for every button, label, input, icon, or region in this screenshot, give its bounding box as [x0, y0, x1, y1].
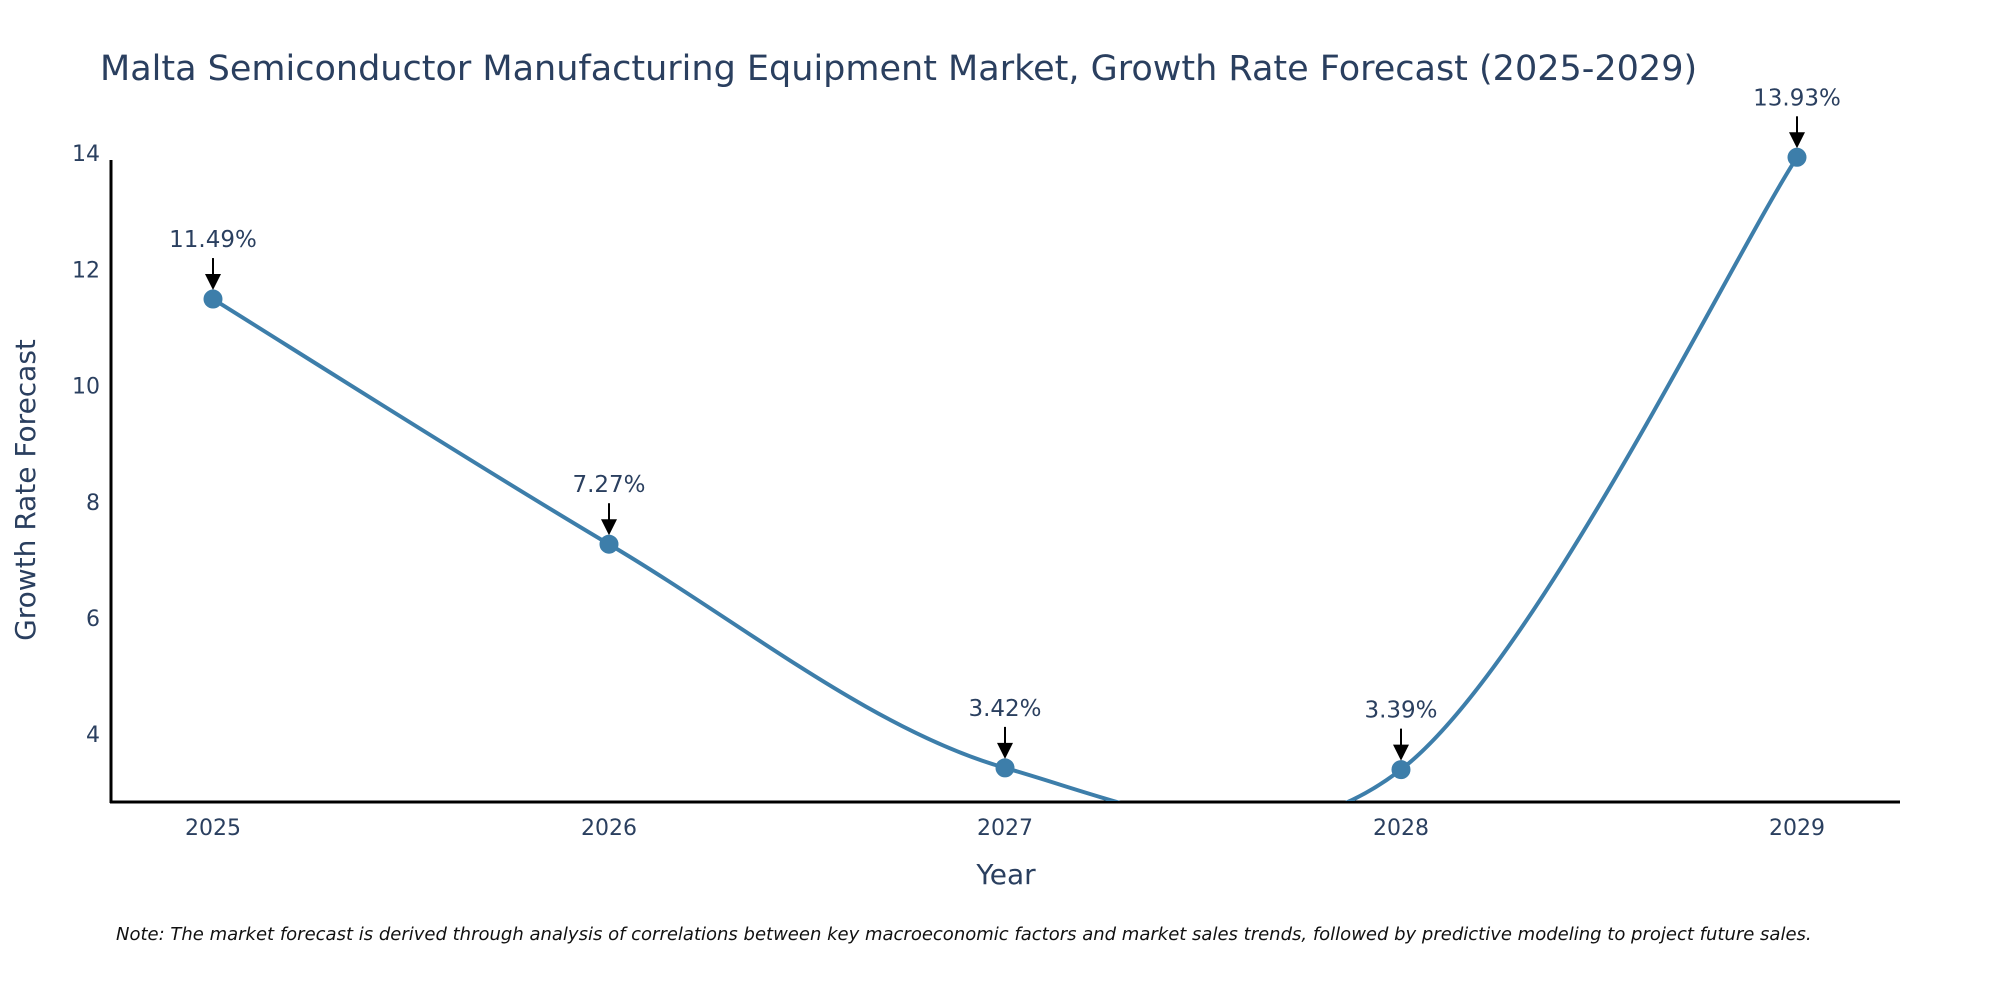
annotation-arrow-head	[1393, 744, 1409, 761]
x-tick-label: 2028	[1373, 816, 1429, 841]
x-tick-label: 2026	[581, 816, 637, 841]
annotation-arrow-head	[997, 742, 1013, 759]
annotation-arrow-head	[205, 274, 221, 291]
annotations-layer: 11.49% 7.27% 3.42% 3.39% 13.93%	[169, 85, 1841, 761]
data-point	[995, 758, 1015, 778]
y-tick-label: 4	[86, 723, 100, 748]
y-axis-title: Growth Rate Forecast	[9, 339, 42, 641]
y-tick-label: 6	[86, 607, 100, 632]
y-tick-label: 12	[72, 258, 100, 283]
annotation-arrow-head	[1789, 132, 1805, 149]
markers-layer	[203, 147, 1807, 780]
x-axis-ticks: 2025 2026 2027 2028 2029	[185, 816, 1825, 841]
y-tick-label: 8	[86, 491, 100, 516]
x-axis-title: Year	[975, 858, 1036, 891]
footnote: Note: The market forecast is derived thr…	[116, 924, 1812, 945]
y-axis-title-group: Growth Rate Forecast	[9, 339, 42, 641]
data-point	[599, 534, 619, 554]
annotation-arrow-head	[601, 519, 617, 536]
chart-title: Malta Semiconductor Manufacturing Equipm…	[100, 49, 1697, 89]
series-line	[211, 155, 1799, 801]
x-tick-label: 2027	[977, 816, 1033, 841]
data-label: 11.49%	[169, 227, 257, 253]
data-label: 7.27%	[572, 472, 645, 498]
data-point	[1391, 760, 1411, 780]
series-layer	[211, 155, 1799, 801]
data-label: 3.42%	[968, 696, 1041, 722]
x-tick-label: 2029	[1769, 816, 1825, 841]
data-label: 13.93%	[1753, 85, 1841, 111]
y-axis-ticks: 4 6 8 10 12 14	[72, 142, 100, 748]
data-label: 3.39%	[1364, 698, 1437, 724]
x-tick-label: 2025	[185, 816, 241, 841]
y-tick-label: 10	[72, 375, 100, 400]
data-point	[203, 289, 223, 309]
data-point	[1787, 147, 1807, 167]
y-tick-label: 14	[72, 142, 100, 167]
